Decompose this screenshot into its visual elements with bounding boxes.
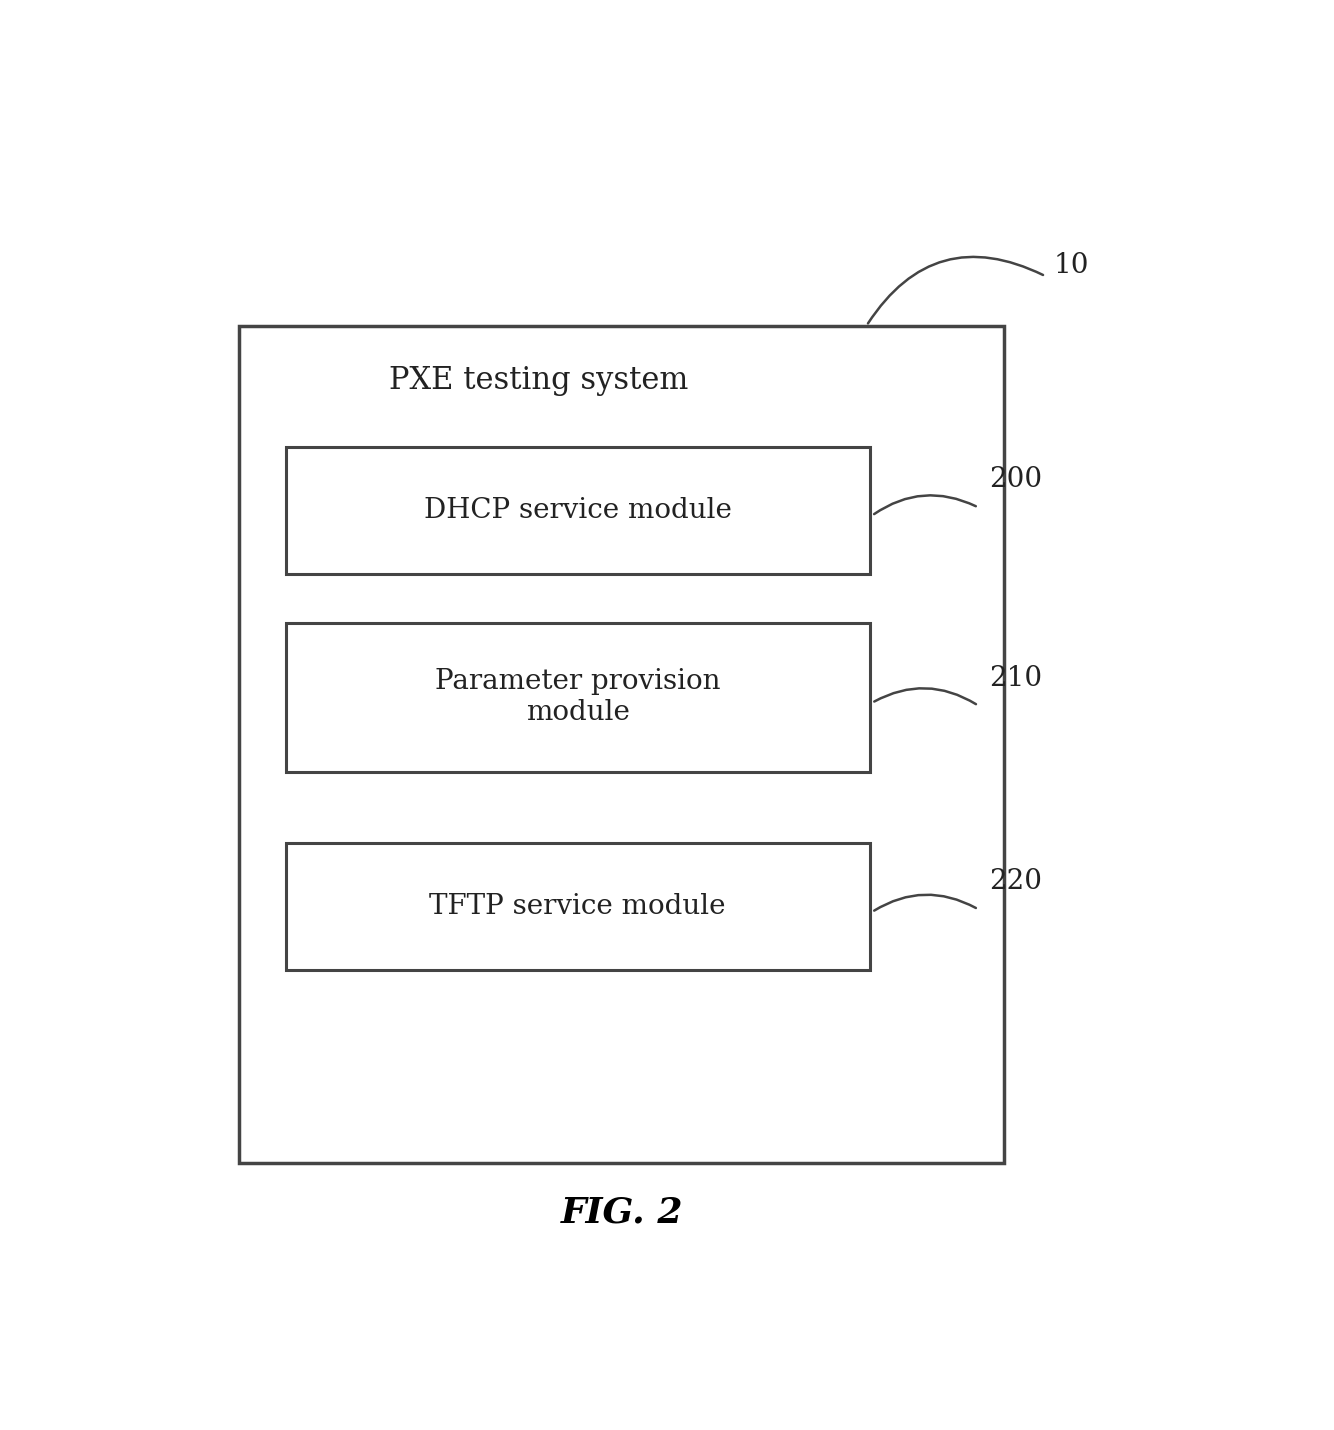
FancyBboxPatch shape <box>285 844 870 970</box>
Text: DHCP service module: DHCP service module <box>424 496 731 523</box>
Text: Parameter provision
module: Parameter provision module <box>435 668 720 726</box>
Text: 220: 220 <box>988 868 1042 895</box>
Text: TFTP service module: TFTP service module <box>430 894 726 919</box>
FancyBboxPatch shape <box>239 326 1005 1163</box>
Text: 200: 200 <box>988 466 1042 493</box>
Text: PXE testing system: PXE testing system <box>390 365 688 396</box>
FancyBboxPatch shape <box>285 623 870 772</box>
Text: 210: 210 <box>988 665 1042 692</box>
Text: FIG. 2: FIG. 2 <box>560 1195 683 1230</box>
FancyBboxPatch shape <box>285 446 870 573</box>
Text: 10: 10 <box>1054 252 1089 279</box>
